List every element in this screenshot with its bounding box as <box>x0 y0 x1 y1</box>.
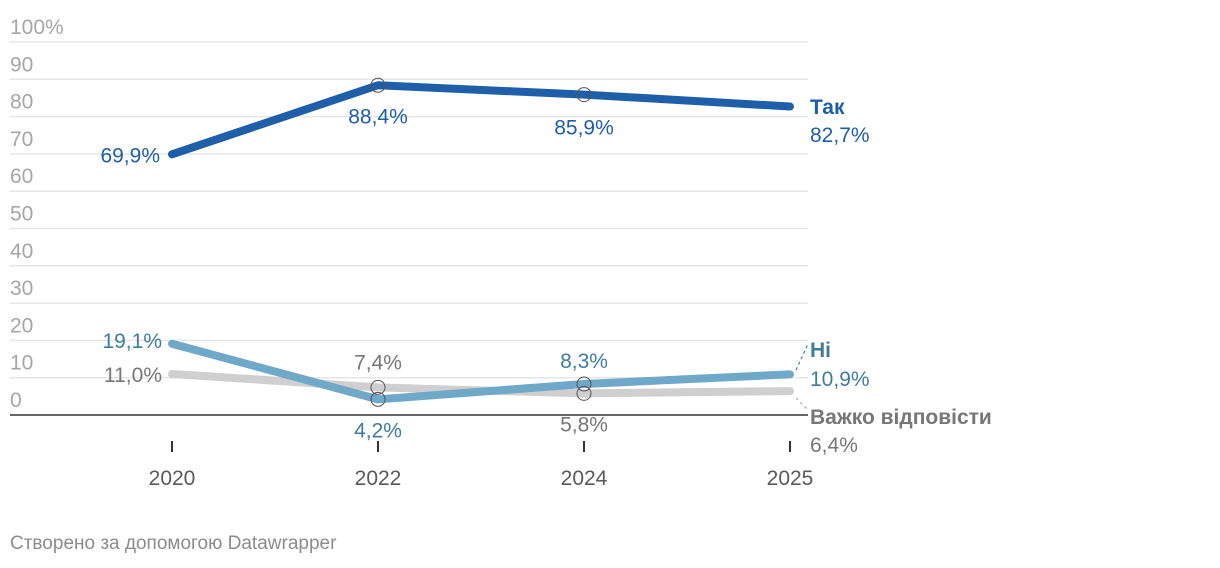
y-tick-label: 30 <box>10 277 33 300</box>
gridlines <box>10 41 808 379</box>
footer-credit: Створено за допомогою Datawrapper <box>10 533 337 554</box>
line-chart: 100% 90 80 70 60 50 40 30 20 10 0 2020 2022 2024 2025… <box>10 16 992 490</box>
y-tick-label: 50 <box>10 203 33 226</box>
series-name-label: Ні <box>810 339 831 362</box>
point-marker <box>576 376 592 392</box>
y-axis-ticks: 100% 90 80 70 60 50 40 30 20 10 0 <box>10 16 64 412</box>
y-tick-label: 60 <box>10 165 33 188</box>
data-labels: 69,9% 88,4% 85,9% 19,1% 4,2% 8,3% 11,0% 7,4% 5,8… <box>100 105 613 442</box>
point-marker <box>576 385 592 401</box>
series-end-value: 6,4% <box>810 434 858 457</box>
series-name-label: Так <box>810 96 845 119</box>
point-markers <box>370 77 592 407</box>
y-tick-label: 80 <box>10 91 33 114</box>
series-end-value: 82,7% <box>810 124 870 147</box>
point-marker <box>370 391 386 407</box>
data-label: 69,9% <box>100 144 160 167</box>
data-label: 19,1% <box>102 330 162 353</box>
point-marker <box>370 379 386 395</box>
y-tick-label: 100% <box>10 16 64 39</box>
series-name-label: Важко відповісти <box>810 406 992 429</box>
data-label: 11,0% <box>104 364 162 387</box>
x-tick-label: 2022 <box>355 467 402 490</box>
y-tick-label: 10 <box>10 352 33 375</box>
point-marker <box>576 87 592 103</box>
series-end-value: 10,9% <box>810 368 870 391</box>
x-tick-label: 2025 <box>767 467 814 490</box>
data-label: 4,2% <box>354 419 402 442</box>
label-connector <box>795 397 809 411</box>
y-tick-label: 20 <box>10 314 33 337</box>
point-marker <box>370 77 386 93</box>
y-tick-label: 0 <box>10 389 22 412</box>
series-end-labels: Так 82,7% Ні 10,9% Важко відповісти 6,4% <box>795 96 992 457</box>
y-tick-label: 40 <box>10 240 33 263</box>
series-line <box>168 339 794 404</box>
x-axis: 2020 2022 2024 2025 <box>10 414 814 490</box>
label-connector <box>795 343 809 371</box>
y-tick-label: 90 <box>10 53 33 76</box>
data-label: 85,9% <box>554 117 614 140</box>
data-label: 7,4% <box>354 351 402 374</box>
x-tick-label: 2020 <box>149 467 196 490</box>
series-line <box>168 81 794 159</box>
data-label: 5,8% <box>560 413 608 436</box>
y-tick-label: 70 <box>10 128 33 151</box>
data-label: 88,4% <box>348 105 408 128</box>
x-tick-label: 2024 <box>561 467 608 490</box>
series-lines <box>168 81 794 404</box>
data-label: 8,3% <box>560 350 608 373</box>
